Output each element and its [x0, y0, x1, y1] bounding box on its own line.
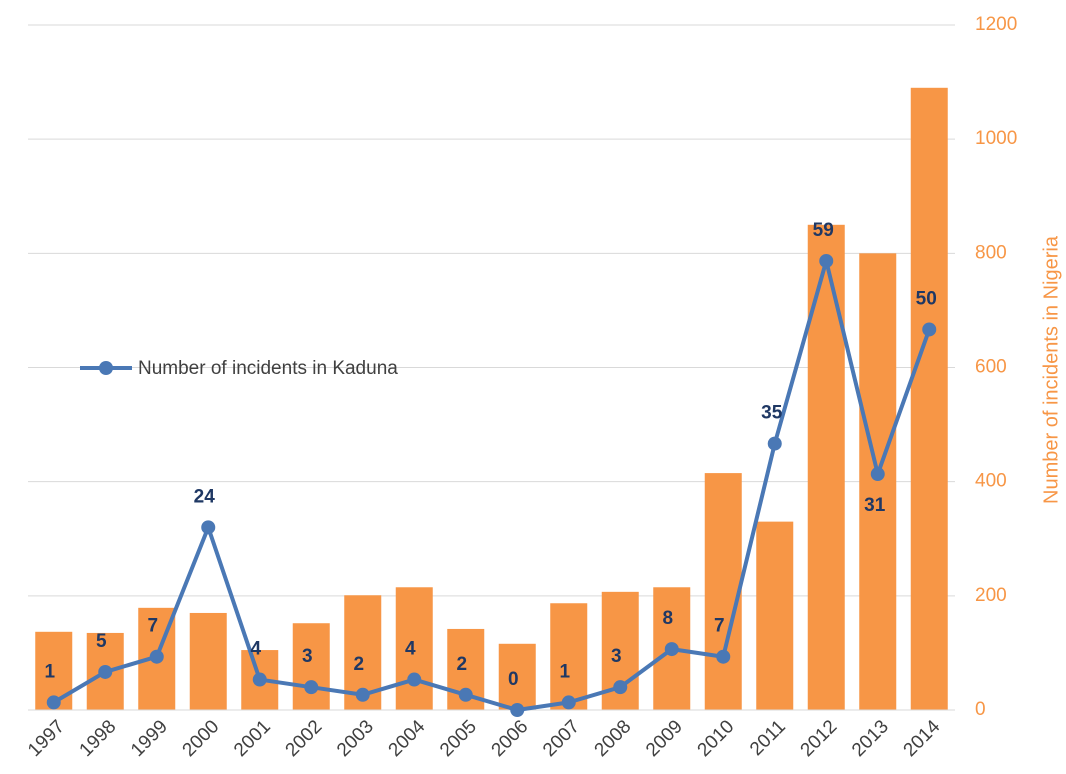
data-label: 2: [456, 654, 467, 675]
y2-tick-label: 1200: [975, 14, 1017, 35]
data-label: 4: [405, 639, 416, 660]
data-label: 7: [147, 616, 158, 637]
bar: [859, 253, 897, 711]
data-label: 1: [559, 661, 570, 682]
bar: [756, 521, 794, 710]
x-tick-label: 2008: [591, 716, 636, 761]
point: [870, 467, 885, 482]
data-label: 3: [611, 646, 622, 667]
point: [561, 695, 576, 710]
data-label: 2: [353, 654, 364, 675]
point: [355, 687, 370, 702]
x-tick-label: 2014: [900, 716, 945, 761]
data-label: 1: [44, 661, 55, 682]
x-tick-label: 2012: [797, 716, 842, 761]
bar: [395, 587, 433, 710]
point: [458, 687, 473, 702]
bar: [550, 603, 588, 710]
line: [52, 258, 932, 712]
bar: [292, 623, 330, 710]
data-label: 4: [250, 639, 261, 660]
bar: [189, 612, 227, 710]
point: [819, 253, 834, 268]
x-tick-label: 2002: [282, 716, 327, 761]
y2-tick-label: 400: [975, 471, 1007, 492]
legend-label: Number of incidents in Kaduna: [138, 358, 398, 379]
point: [46, 695, 61, 710]
data-label: 8: [662, 608, 673, 629]
x-tick-label: 2004: [385, 716, 430, 761]
data-label: 5: [96, 631, 107, 652]
point: [149, 649, 164, 664]
data-label: 50: [916, 288, 937, 309]
x-tick-label: 1997: [24, 716, 69, 761]
y2-tick-label: 800: [975, 242, 1007, 263]
x-tick-label: 2011: [746, 716, 790, 760]
point: [716, 649, 731, 664]
data-label: 7: [714, 616, 725, 637]
bar: [704, 473, 742, 710]
point: [767, 436, 782, 451]
y2-tick-label: 600: [975, 357, 1007, 378]
data-label: 24: [194, 486, 216, 507]
y2-tick-label: 0: [975, 699, 986, 720]
x-tick-label: 2006: [488, 716, 533, 761]
x-tick-label: 2003: [333, 716, 378, 761]
legend-marker: [99, 361, 113, 375]
x-tick-label: 2010: [694, 716, 739, 761]
x-tick-label: 2007: [539, 716, 584, 761]
point: [407, 672, 422, 687]
y2-tick-label: 200: [975, 585, 1007, 606]
data-label: 35: [761, 403, 783, 424]
point: [613, 680, 628, 695]
x-tick-label: 1998: [76, 716, 121, 761]
y2-axis-label: Number of incidents in Nigeria: [1040, 235, 1062, 504]
x-tick-label: 2005: [436, 716, 481, 761]
x-tick-label: 2000: [179, 716, 224, 761]
point: [664, 642, 679, 657]
point: [252, 672, 267, 687]
data-label: 0: [508, 669, 519, 690]
y2-tick-label: 1000: [975, 128, 1017, 149]
bar: [498, 643, 536, 710]
bar: [807, 224, 845, 710]
point: [201, 520, 216, 535]
data-label: 3: [302, 646, 313, 667]
bar: [910, 87, 948, 710]
point: [304, 680, 319, 695]
x-tick-label: 2013: [848, 716, 893, 761]
point: [98, 664, 113, 679]
x-tick-label: 1999: [127, 716, 172, 761]
x-tick-label: 2009: [642, 716, 687, 761]
point: [510, 703, 525, 717]
data-label: 59: [813, 220, 834, 241]
point: [922, 322, 937, 337]
x-tick-label: 2001: [230, 716, 275, 761]
data-label: 31: [864, 495, 886, 516]
